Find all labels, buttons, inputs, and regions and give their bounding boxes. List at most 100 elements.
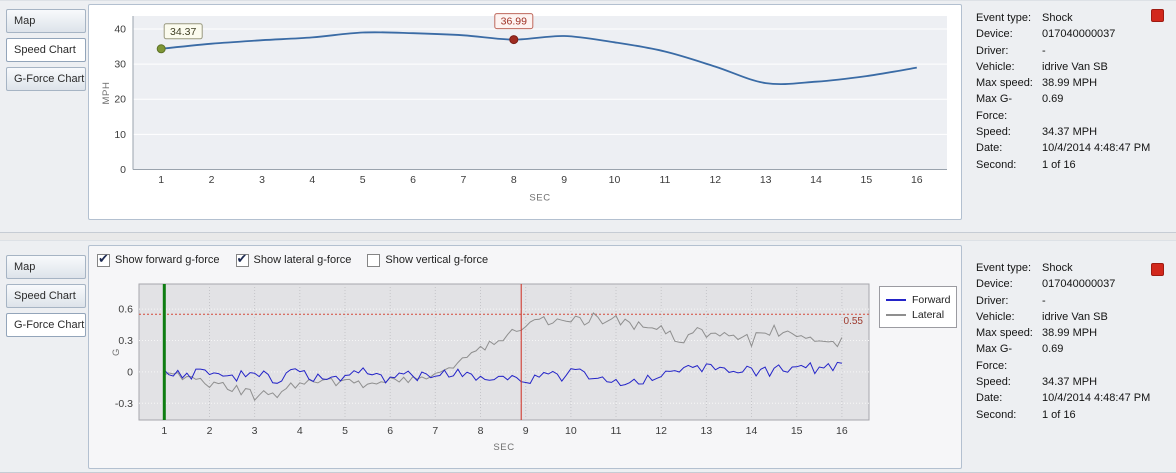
y-axis-label: MPH — [101, 82, 112, 105]
x-tick-label: 10 — [609, 174, 621, 186]
info-label: Max speed: — [976, 77, 1033, 90]
info-row-date: Date: 10/4/2014 4:48:47 PM — [976, 140, 1170, 156]
checkbox-unchecked-icon[interactable] — [367, 253, 381, 267]
red-badge-icon[interactable] — [1151, 9, 1164, 22]
info-value: 38.99 MPH — [1042, 77, 1098, 90]
speed-chart-panel: Map Speed Chart G-Force Chart 0 10 20 30 40 1 2 3… — [0, 0, 1176, 233]
legend-item-forward: Forward — [886, 292, 951, 307]
tab-map[interactable]: Map — [6, 255, 86, 279]
x-tick-label: 1 — [161, 425, 167, 437]
checkbox-checked-icon[interactable]: ✔ — [235, 251, 249, 267]
tab-list-top: Map Speed Chart G-Force Chart — [6, 9, 86, 96]
info-label: Device: — [976, 278, 1013, 291]
x-tick-label: 14 — [810, 174, 822, 186]
info-label: Device: — [976, 28, 1013, 41]
checkbox-label: Show forward g-force — [115, 254, 220, 266]
info-row-max-g-force: Max G-Force: 0.69 — [976, 341, 1170, 374]
x-tick-label: 3 — [252, 425, 258, 437]
checkmark-icon: ✔ — [236, 251, 248, 267]
x-tick-label: 5 — [360, 174, 366, 186]
info-value: 0.69 — [1042, 343, 1064, 356]
y-tick-label: 0.3 — [118, 335, 133, 347]
checkbox-show-lateral-g-force[interactable]: ✔ Show lateral g-force — [235, 251, 352, 267]
checkbox-checked-icon[interactable]: ✔ — [97, 251, 110, 267]
y-axis-label: G — [111, 348, 122, 356]
tab-map[interactable]: Map — [6, 9, 86, 33]
info-value: 017040000037 — [1042, 278, 1116, 291]
x-tick-label: 4 — [297, 425, 303, 437]
info-label: Max G-Force: — [976, 93, 1013, 122]
speed-chart-card: 0 10 20 30 40 1 2 3 4 5 6 7 8 9 10 11 12 13 14 15 16 SEC MPH 34… — [88, 4, 962, 220]
checkbox-show-vertical-g-force[interactable]: Show vertical g-force — [367, 253, 489, 267]
x-tick-label: 3 — [259, 174, 265, 186]
red-badge-icon[interactable] — [1151, 263, 1164, 276]
x-tick-label: 12 — [655, 425, 667, 437]
start-marker[interactable] — [156, 44, 166, 54]
x-tick-label: 11 — [611, 425, 622, 437]
x-tick-label: 13 — [701, 425, 713, 437]
info-label: Vehicle: — [976, 310, 1015, 323]
x-tick-label: 6 — [387, 425, 393, 437]
legend-line-icon — [886, 298, 906, 301]
shock-marker[interactable] — [509, 35, 519, 45]
legend-item-lateral: Lateral — [886, 307, 950, 322]
info-value: 34.37 MPH — [1042, 126, 1098, 139]
x-tick-label: 15 — [861, 174, 873, 186]
info-label: Speed: — [976, 376, 1011, 389]
info-row-speed: Speed: 34.37 MPH — [976, 374, 1170, 390]
x-tick-label: 6 — [410, 174, 416, 186]
tab-speed-chart[interactable]: Speed Chart — [6, 284, 86, 308]
x-tick-label: 8 — [478, 425, 484, 437]
info-row-max-speed: Max speed: 38.99 MPH — [976, 325, 1170, 341]
x-tick-label: 7 — [432, 425, 438, 437]
info-row-event-type: Event type: Shock — [976, 10, 1170, 26]
x-tick-label: 2 — [207, 425, 213, 437]
x-tick-label: 12 — [709, 174, 721, 186]
gforce-chart-card: ✔ Show forward g-force ✔ Show lateral g-for… — [88, 245, 962, 469]
x-tick-label: 8 — [511, 174, 517, 186]
info-value: - — [1042, 294, 1046, 307]
info-label: Driver: — [976, 294, 1009, 307]
checkmark-icon: ✔ — [98, 251, 109, 267]
threshold-label: 0.55 — [844, 316, 864, 327]
info-label: Vehicle: — [976, 60, 1015, 73]
info-label: Date: — [976, 142, 1003, 155]
shock-marker-label-box — [494, 13, 534, 30]
y-tick-label: 0 — [120, 164, 126, 176]
info-row-speed: Speed: 34.37 MPH — [976, 124, 1170, 140]
info-label: Speed: — [976, 126, 1011, 139]
gforce-chart-panel: Map Speed Chart G-Force Chart ✔ Show forwar… — [0, 240, 1176, 473]
info-row-event-type: Event type: Shock — [976, 260, 1170, 276]
legend-label: Lateral — [912, 308, 945, 321]
info-label: Date: — [976, 392, 1003, 405]
checkbox-label: Show vertical g-force — [385, 254, 489, 266]
info-label: Max G-Force: — [976, 343, 1013, 372]
y-tick-label: 40 — [114, 24, 126, 36]
tab-g-force-chart[interactable]: G-Force Chart — [6, 313, 86, 337]
event-info-panel-top: Event type: Shock Device: 017040000037 Drive… — [964, 3, 1170, 231]
checkbox-label: Show lateral g-force — [253, 254, 352, 266]
info-row-second: Second: 1 of 16 — [976, 407, 1170, 423]
x-tick-label: 13 — [760, 174, 772, 186]
tab-speed-chart[interactable]: Speed Chart — [6, 38, 86, 62]
y-tick-label: 0.6 — [118, 304, 133, 316]
tab-g-force-chart[interactable]: G-Force Chart — [6, 67, 86, 91]
info-value: Shock — [1042, 12, 1073, 24]
y-tick-label: 20 — [114, 94, 126, 106]
info-label: Event type: — [976, 262, 1032, 274]
x-tick-label: 9 — [561, 174, 567, 186]
y-tick-label: 0 — [127, 366, 133, 378]
y-tick-label: 10 — [114, 129, 126, 141]
x-tick-label: 1 — [158, 174, 164, 186]
info-row-device: Device: 017040000037 — [976, 276, 1170, 292]
info-value: 0.69 — [1042, 93, 1064, 106]
x-tick-label: 15 — [791, 425, 803, 437]
info-value: - — [1042, 44, 1046, 57]
forward-line — [163, 361, 842, 387]
gforce-chart[interactable]: 1 2 3 4 5 6 7 8 9 10 11 12 13 14 15 16-0.300.30.6SECG0.… — [89, 246, 961, 468]
checkbox-show-forward-g-force[interactable]: ✔ Show forward g-force — [97, 251, 220, 267]
plot-area — [138, 283, 870, 421]
info-row-vehicle: Vehicle: idrive Van SB — [976, 309, 1170, 325]
